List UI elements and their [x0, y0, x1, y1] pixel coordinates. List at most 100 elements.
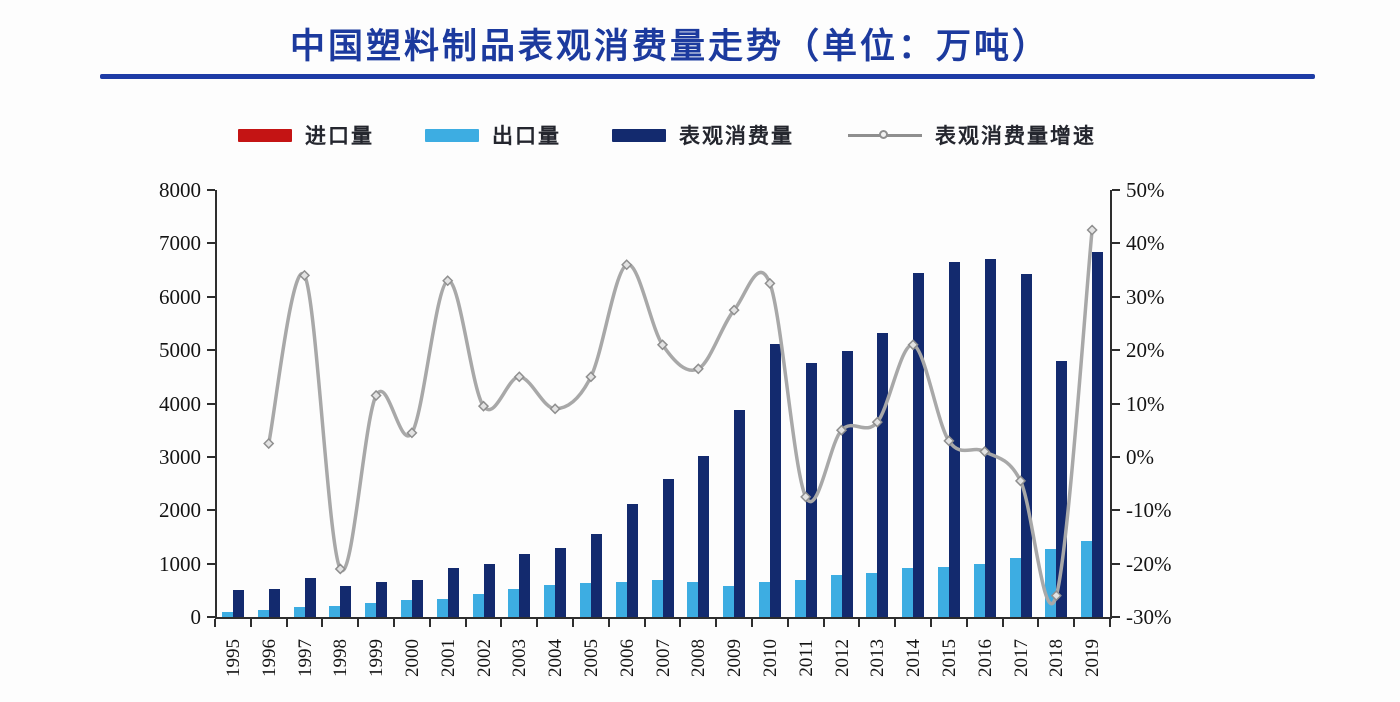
x-axis-tick [393, 619, 395, 627]
x-axis-tick [1109, 619, 1111, 627]
bar-consumption-1996 [268, 588, 280, 617]
x-axis-year-label: 1999 [366, 639, 388, 677]
bar-export-2003 [508, 589, 520, 617]
y-axis-left-tick [207, 189, 215, 191]
legend-item-growth: 表观消费量增速 [848, 120, 1096, 150]
y-axis-right-tick-label: 0% [1126, 444, 1154, 469]
y-axis-left-tick-label: 0 [190, 605, 202, 629]
y-axis-left-tick [207, 295, 215, 298]
y-axis-left-tick-label: 3000 [159, 444, 201, 469]
bar-export-2002 [472, 594, 484, 617]
bar-consumption-2005 [590, 533, 602, 617]
y-axis-right-tick [1112, 562, 1120, 565]
x-axis-year-label: 1998 [330, 639, 352, 677]
y-axis-right-tick [1112, 242, 1120, 245]
x-axis-year-label: 2005 [580, 639, 602, 677]
bar-export-2018 [1045, 548, 1057, 617]
x-axis-tick [572, 619, 574, 627]
x-axis-tick [1073, 619, 1076, 627]
bar-consumption-2011 [805, 363, 817, 617]
y-axis-left-tick [207, 455, 215, 458]
y-axis-right-tick-label: 40% [1126, 231, 1165, 256]
bar-consumption-2004 [555, 547, 567, 617]
bar-export-2011 [794, 579, 806, 617]
bar-export-2008 [687, 582, 699, 617]
title-underline [100, 74, 1315, 79]
y-axis-right-tick [1112, 402, 1120, 405]
x-axis-year-label: 2018 [1046, 639, 1068, 677]
legend-label-consumption: 表观消费量 [679, 125, 794, 148]
bar-export-2016 [973, 563, 985, 617]
bar-export-2001 [436, 599, 448, 617]
imports-swatch-icon [238, 128, 292, 142]
bar-export-2019 [1081, 541, 1093, 617]
x-axis-year-label: 1996 [258, 639, 280, 677]
bar-consumption-2000 [411, 580, 423, 617]
x-axis-year-label: 2006 [616, 639, 638, 677]
y-axis-right-tick-label: -20% [1126, 551, 1172, 576]
y-axis-right [1110, 190, 1112, 617]
legend-label-growth: 表观消费量增速 [935, 125, 1096, 148]
bar-export-2012 [830, 575, 842, 617]
x-axis-year-label: 2016 [974, 639, 996, 677]
x-axis-tick [357, 619, 360, 627]
x-axis-year-label: 1995 [222, 639, 244, 677]
y-axis-right-tick [1112, 455, 1120, 458]
x-axis-year-label: 2002 [473, 639, 495, 677]
x-axis-year-label: 2012 [831, 639, 853, 677]
legend-item-imports: 进口量 [238, 120, 374, 150]
y-axis-left-tick-label: 1000 [159, 551, 201, 576]
x-axis-tick [607, 619, 610, 627]
bar-consumption-2013 [877, 333, 889, 617]
bar-consumption-2009 [734, 410, 746, 617]
bar-consumption-2015 [948, 262, 960, 617]
x-axis-year-label: 2003 [509, 639, 531, 677]
bar-export-2004 [544, 584, 556, 617]
x-axis-year-label: 2013 [867, 639, 889, 677]
legend-item-consumption: 表观消费量 [612, 120, 794, 150]
x-axis-year-label: 1997 [294, 639, 316, 677]
y-axis-left-tick-label: 4000 [159, 391, 201, 416]
bar-export-1998 [329, 605, 341, 617]
x-axis-year-label: 2011 [795, 639, 817, 677]
bar-consumption-1998 [340, 585, 352, 617]
y-axis-right-tick [1112, 616, 1120, 618]
y-axis-left-tick [207, 562, 215, 565]
bar-consumption-2018 [1056, 361, 1068, 617]
page-title: 中国塑料制品表观消费量走势（单位：万吨） [289, 27, 1050, 66]
y-axis-left-tick-label: 5000 [159, 338, 201, 363]
x-axis-tick [751, 619, 753, 627]
y-axis-right-tick-label: 30% [1126, 284, 1165, 309]
y-axis-left-tick-label: 2000 [159, 498, 201, 523]
x-axis-tick [858, 619, 861, 627]
growth-line-path [266, 228, 1094, 606]
legend-label-exports: 出口量 [492, 125, 561, 148]
x-axis-year-label: 2015 [938, 639, 960, 677]
x-axis-year-label: 2008 [688, 639, 710, 677]
x-axis-tick [321, 619, 324, 627]
y-axis-right-tick-label: -30% [1126, 605, 1172, 629]
bar-export-2017 [1009, 558, 1021, 617]
x-axis-tick [536, 619, 539, 627]
x-axis-tick [965, 619, 968, 627]
x-axis-tick [1037, 619, 1040, 627]
y-axis-right-tick [1112, 509, 1120, 512]
bar-consumption-2001 [447, 568, 459, 617]
y-axis-right-tick [1112, 189, 1120, 191]
y-axis-right-tick [1112, 295, 1120, 298]
x-axis-tick [786, 619, 789, 627]
x-axis-year-label: 2010 [759, 639, 781, 677]
y-axis-right-tick-label: 50% [1126, 178, 1165, 202]
consumption-swatch-icon [612, 128, 666, 142]
legend-item-exports: 出口量 [425, 120, 561, 150]
x-axis-year-label: 2009 [724, 639, 746, 677]
y-axis-left-tick-label: 7000 [159, 231, 201, 256]
y-axis-left [215, 190, 217, 617]
bar-export-1997 [293, 607, 305, 617]
bar-export-2010 [758, 582, 770, 617]
x-axis-year-label: 2007 [652, 639, 674, 677]
bar-consumption-2012 [841, 350, 853, 617]
x-axis-year-label: 2014 [903, 639, 925, 677]
bar-export-2015 [937, 567, 949, 617]
bar-export-2006 [615, 581, 627, 617]
